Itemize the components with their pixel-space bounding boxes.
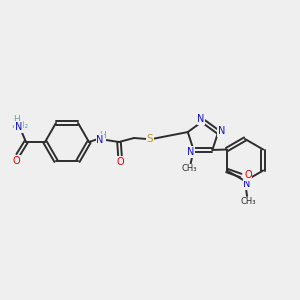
Text: N: N — [187, 147, 194, 157]
Text: CH₃: CH₃ — [182, 164, 197, 173]
Text: H: H — [99, 131, 105, 140]
Text: O: O — [244, 170, 252, 181]
Text: H: H — [13, 116, 20, 124]
Text: CH₃: CH₃ — [240, 197, 256, 206]
Text: O: O — [116, 157, 124, 167]
Text: O: O — [12, 156, 20, 166]
Text: N: N — [197, 114, 205, 124]
Text: N: N — [218, 126, 225, 136]
Text: N: N — [96, 135, 104, 145]
Text: N: N — [243, 179, 251, 189]
Text: N: N — [15, 122, 23, 132]
Text: NH₂: NH₂ — [11, 121, 28, 130]
Text: S: S — [147, 134, 153, 144]
